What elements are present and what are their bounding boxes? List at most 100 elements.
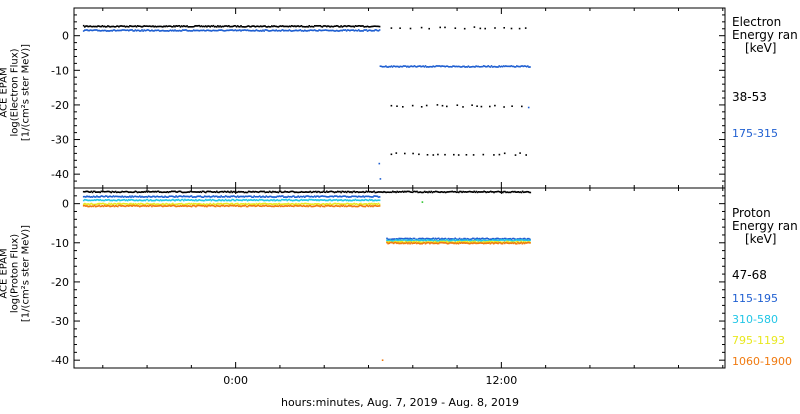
proton-point-4 bbox=[529, 242, 531, 244]
proton-point-0 bbox=[514, 190, 516, 193]
electron-point-0 bbox=[267, 25, 270, 28]
electron-point-1 bbox=[437, 65, 440, 67]
proton-point-4 bbox=[312, 205, 315, 208]
proton-point-0 bbox=[166, 191, 169, 193]
proton-point-2 bbox=[184, 198, 186, 201]
electron-point-1 bbox=[316, 30, 318, 32]
proton-point-2 bbox=[201, 199, 204, 202]
proton-point-0 bbox=[474, 191, 477, 194]
proton-point-0 bbox=[209, 190, 211, 193]
proton-point-1 bbox=[102, 195, 105, 198]
proton-point-3 bbox=[272, 203, 274, 206]
electron-point-1 bbox=[249, 29, 251, 32]
proton-point-4 bbox=[173, 204, 175, 207]
electron-point-0 bbox=[373, 25, 375, 27]
proton-point-2 bbox=[420, 239, 422, 241]
proton-point-2 bbox=[271, 199, 273, 201]
proton-point-2 bbox=[217, 199, 219, 202]
electron-point-0 bbox=[236, 25, 239, 27]
proton-point-0 bbox=[312, 190, 315, 193]
proton-point-4 bbox=[179, 205, 182, 207]
proton-point-1 bbox=[441, 237, 443, 240]
proton-point-1 bbox=[92, 195, 95, 198]
proton-point-2 bbox=[206, 199, 208, 202]
proton-point-0 bbox=[328, 191, 330, 193]
proton-point-1 bbox=[481, 237, 484, 240]
proton-point-2 bbox=[221, 199, 224, 201]
proton-point-1 bbox=[302, 195, 305, 198]
electron-point-1 bbox=[235, 29, 238, 32]
electron-point-1 bbox=[450, 65, 452, 68]
proton-point-1 bbox=[433, 238, 436, 240]
proton-point-1 bbox=[486, 237, 488, 240]
proton-point-0 bbox=[299, 191, 302, 193]
electron-point-1 bbox=[525, 65, 528, 68]
electron-point-0 bbox=[518, 27, 521, 30]
electron-point-0 bbox=[503, 27, 505, 29]
electron-point-0 bbox=[291, 25, 294, 27]
proton-point-4 bbox=[91, 205, 94, 207]
proton-point-0 bbox=[448, 191, 450, 193]
electron-point-0 bbox=[376, 25, 379, 28]
electron-point-1 bbox=[178, 29, 181, 32]
proton-point-4 bbox=[258, 205, 261, 207]
proton-point-4 bbox=[458, 242, 461, 244]
electron-point-0 bbox=[274, 25, 276, 28]
proton-point-0 bbox=[478, 191, 481, 193]
electron-point-0 bbox=[135, 26, 138, 28]
proton-point-3 bbox=[418, 241, 420, 243]
proton-point-4 bbox=[150, 204, 152, 207]
proton-point-3 bbox=[243, 203, 246, 206]
electron-point-0 bbox=[128, 26, 130, 28]
proton-point-0 bbox=[131, 191, 133, 194]
proton-point-1 bbox=[370, 196, 372, 198]
proton-point-4 bbox=[375, 205, 378, 207]
proton-point-0 bbox=[203, 191, 206, 193]
proton-point-1 bbox=[220, 195, 222, 197]
proton-point-2 bbox=[338, 199, 340, 201]
proton-point-2 bbox=[518, 239, 520, 241]
proton-point-2 bbox=[455, 239, 458, 241]
proton-point-3 bbox=[459, 241, 462, 243]
proton-point-0 bbox=[417, 191, 419, 194]
proton-point-0 bbox=[162, 191, 164, 194]
electron-point-1 bbox=[163, 30, 165, 32]
proton-point-4 bbox=[250, 205, 252, 207]
electron-point-1 bbox=[89, 29, 92, 31]
proton-point-2 bbox=[120, 199, 122, 202]
proton-point-3 bbox=[260, 203, 262, 206]
proton-point-0 bbox=[403, 191, 405, 193]
electron-point-0 bbox=[92, 25, 95, 28]
proton-point-3 bbox=[282, 203, 284, 205]
proton-point-4 bbox=[516, 243, 518, 245]
proton-point-1 bbox=[476, 237, 478, 240]
proton-point-4 bbox=[315, 205, 317, 207]
proton-point-4 bbox=[243, 205, 246, 207]
proton-point-3 bbox=[122, 202, 125, 205]
proton-point-2 bbox=[305, 199, 307, 201]
proton-point-0 bbox=[264, 191, 266, 194]
electron-point-1 bbox=[447, 66, 450, 68]
proton-point-0 bbox=[529, 191, 532, 194]
electron-point-0 bbox=[268, 26, 271, 28]
proton-point-0 bbox=[227, 190, 229, 193]
proton-point-0 bbox=[359, 191, 361, 193]
proton-point-3 bbox=[295, 202, 297, 205]
proton-point-4 bbox=[348, 204, 350, 207]
proton-point-0 bbox=[481, 191, 483, 193]
electron-point-0 bbox=[357, 25, 360, 27]
proton-point-2 bbox=[110, 199, 112, 202]
electron-point-1 bbox=[84, 29, 86, 31]
electron-legend-channel-0: 38-53 bbox=[732, 90, 767, 104]
proton-point-2 bbox=[290, 199, 293, 202]
proton-point-4 bbox=[219, 205, 221, 208]
proton-point-4 bbox=[322, 205, 325, 208]
proton-point-2 bbox=[475, 239, 477, 241]
proton-point-3 bbox=[228, 203, 230, 205]
electron-ytick-label-4: -40 bbox=[51, 168, 69, 181]
proton-point-0 bbox=[223, 190, 226, 193]
proton-point-0 bbox=[205, 191, 207, 194]
proton-point-4 bbox=[397, 242, 399, 244]
electron-point-1 bbox=[236, 29, 239, 32]
